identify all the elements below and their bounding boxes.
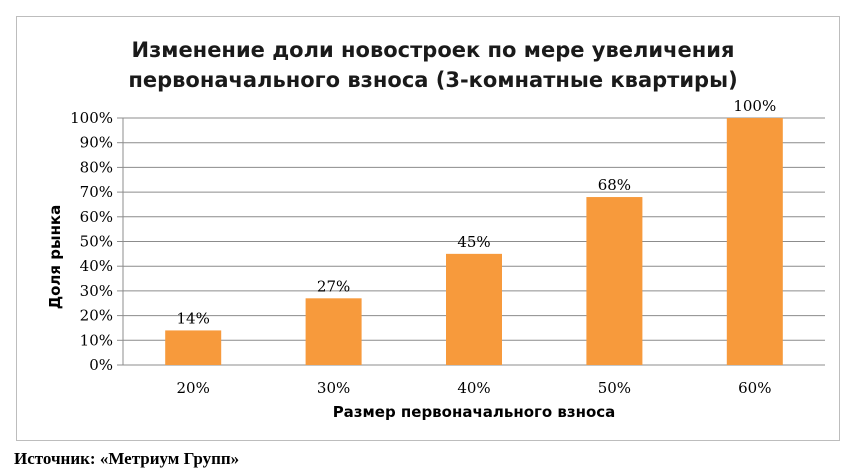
- source-caption: Источник: «Метриум Групп»: [14, 449, 240, 468]
- y-tick-label: 100%: [70, 109, 113, 127]
- y-tick-label: 70%: [80, 183, 113, 201]
- bars: [165, 118, 783, 365]
- y-tick-label: 50%: [80, 233, 113, 251]
- bar-value-label: 100%: [733, 97, 776, 115]
- x-axis-title: Размер первоначального взноса: [333, 403, 616, 421]
- bar-value-label: 45%: [457, 233, 490, 251]
- y-tick-label: 80%: [80, 158, 113, 176]
- bar-value-label: 27%: [317, 277, 350, 295]
- y-axis-title: Доля рынка: [46, 205, 64, 309]
- y-axis-ticks: 0% 10% 20% 30% 40% 50% 60% 70% 80% 90% 100%: [70, 109, 113, 374]
- y-tick-label: 40%: [80, 257, 113, 275]
- y-tick-label: 20%: [80, 307, 113, 325]
- x-tick-label: 50%: [598, 379, 631, 397]
- y-tick-label: 60%: [80, 208, 113, 226]
- bar: [726, 118, 783, 365]
- x-tick-label: 30%: [317, 379, 350, 397]
- bar: [446, 253, 502, 365]
- x-tick-label: 60%: [738, 379, 771, 397]
- data-labels: 14% 27% 45% 68% 100%: [177, 97, 777, 327]
- y-tick-label: 0%: [89, 356, 113, 374]
- chart-title-line-2: первоначального взноса (3-комнатные квар…: [128, 68, 737, 92]
- y-tick-label: 90%: [80, 134, 113, 152]
- bar: [305, 298, 362, 365]
- chart-title-line-1: Изменение доли новостроек по мере увелич…: [132, 38, 735, 62]
- bar-value-label: 14%: [177, 309, 210, 327]
- x-tick-label: 20%: [177, 379, 210, 397]
- chart-frame: Изменение доли новостроек по мере увелич…: [16, 16, 840, 441]
- bar: [165, 330, 222, 365]
- x-axis-ticks: 20% 30% 40% 50% 60%: [177, 379, 772, 397]
- bar-value-label: 68%: [598, 176, 631, 194]
- bar: [586, 197, 643, 365]
- x-tick-label: 40%: [457, 379, 490, 397]
- y-tick-label: 30%: [80, 282, 113, 300]
- bar-chart: Изменение доли новостроек по мере увелич…: [46, 38, 825, 421]
- y-tick-label: 10%: [80, 331, 113, 349]
